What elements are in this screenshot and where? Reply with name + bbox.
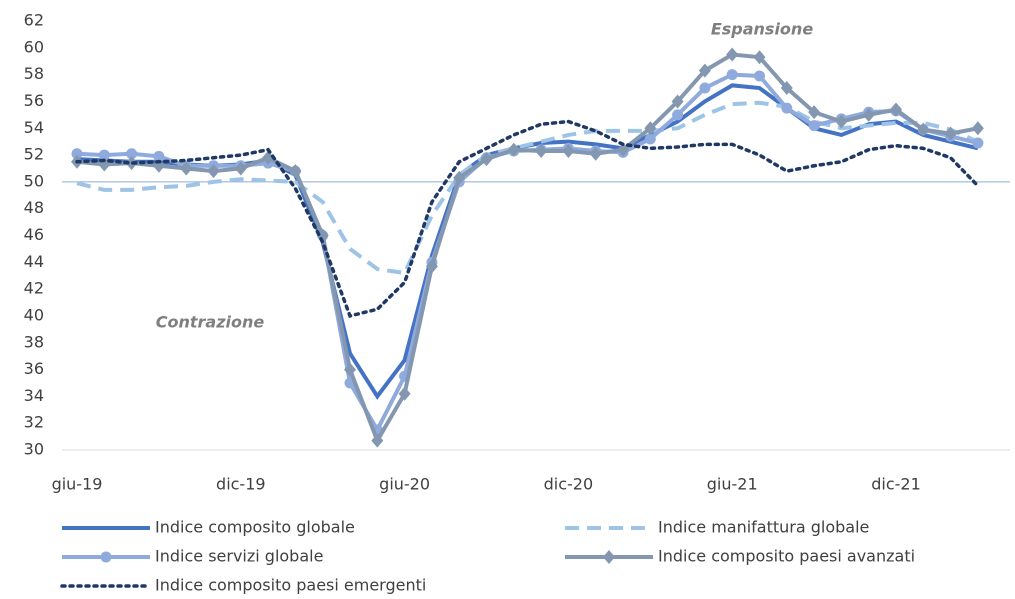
- y-tick-label: 32: [24, 413, 44, 432]
- y-tick-label: 54: [24, 118, 44, 137]
- marker: [234, 161, 247, 176]
- marker: [780, 81, 793, 96]
- y-tick-label: 30: [24, 440, 44, 459]
- y-tick-label: 44: [24, 252, 44, 271]
- y-tick-label: 46: [24, 225, 44, 244]
- marker: [100, 551, 112, 563]
- annotation: Contrazione: [156, 313, 265, 332]
- marker: [972, 137, 984, 149]
- marker: [835, 114, 848, 129]
- marker: [671, 94, 684, 109]
- marker: [726, 47, 739, 62]
- marker: [808, 120, 820, 132]
- marker: [753, 50, 766, 65]
- x-tick-label: dic-19: [216, 475, 266, 494]
- marker: [562, 144, 575, 159]
- x-tick-label: dic-20: [544, 475, 594, 494]
- marker: [808, 105, 821, 120]
- y-tick-label: 60: [24, 37, 44, 56]
- marker: [644, 133, 656, 145]
- marker: [726, 69, 738, 81]
- legend-label: Indice manifattura globale: [658, 518, 869, 537]
- marker: [480, 152, 493, 167]
- marker: [371, 433, 384, 448]
- y-tick-label: 38: [24, 332, 44, 351]
- y-tick-label: 36: [24, 359, 44, 378]
- marker: [98, 149, 110, 161]
- marker: [944, 126, 957, 141]
- marker: [672, 109, 684, 121]
- legend-label: Indice servizi globale: [155, 547, 323, 566]
- marker: [971, 121, 984, 136]
- marker: [289, 164, 302, 179]
- marker: [617, 142, 629, 157]
- y-tick-label: 48: [24, 198, 44, 217]
- marker: [917, 122, 930, 137]
- marker: [398, 386, 411, 401]
- annotation: Espansione: [711, 20, 813, 39]
- marker: [262, 150, 275, 165]
- marker: [589, 146, 602, 161]
- marker: [698, 63, 711, 78]
- marker: [344, 362, 356, 377]
- y-tick-label: 58: [24, 64, 44, 83]
- marker: [535, 144, 548, 159]
- marker: [699, 82, 711, 94]
- series-line: [76, 83, 979, 400]
- marker: [126, 148, 138, 160]
- x-tick-label: giu-19: [52, 475, 103, 494]
- marker: [754, 70, 765, 82]
- legend-label: Indice composito paesi emergenti: [155, 576, 426, 595]
- series-line: [76, 52, 979, 446]
- marker: [71, 148, 83, 160]
- marker: [453, 170, 466, 185]
- marker: [890, 102, 902, 117]
- y-tick-label: 40: [24, 305, 44, 324]
- x-tick-label: dic-21: [871, 475, 921, 494]
- marker: [153, 150, 165, 162]
- y-tick-label: 62: [24, 11, 44, 30]
- x-tick-label: giu-20: [379, 475, 430, 494]
- marker: [862, 107, 875, 122]
- marker: [507, 142, 520, 157]
- y-tick-label: 52: [24, 145, 44, 164]
- y-tick-label: 34: [24, 386, 44, 405]
- x-tick-label: giu-21: [707, 475, 758, 494]
- y-tick-label: 42: [24, 279, 44, 298]
- legend-label: Indice composito paesi avanzati: [658, 547, 915, 566]
- marker: [603, 550, 615, 564]
- series-line: [75, 119, 980, 319]
- y-tick-label: 56: [24, 91, 44, 110]
- legend-label: Indice composito globale: [155, 518, 355, 537]
- y-tick-label: 50: [24, 171, 44, 190]
- marker: [180, 161, 193, 176]
- marker: [207, 164, 220, 179]
- series-line: [76, 100, 979, 276]
- marker: [425, 259, 438, 274]
- marker: [644, 121, 657, 136]
- marker: [781, 102, 793, 114]
